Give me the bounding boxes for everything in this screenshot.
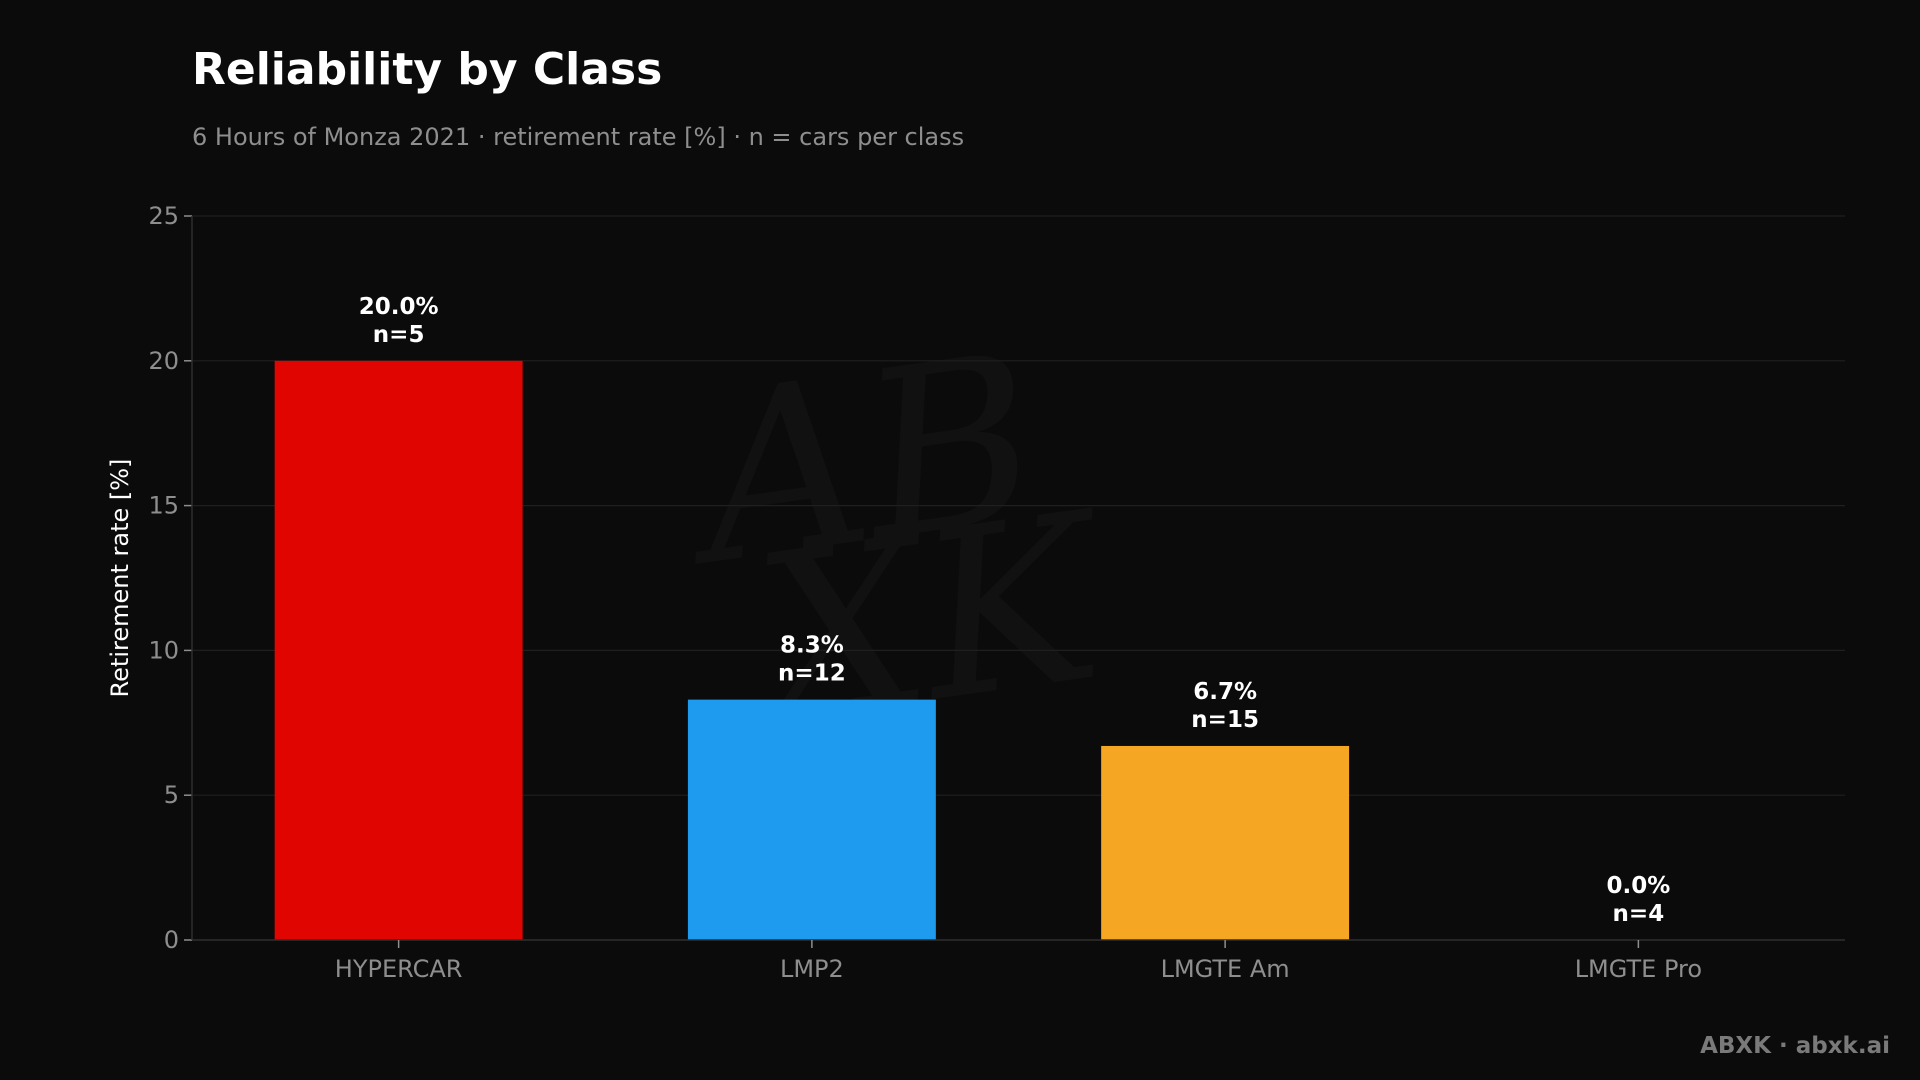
y-tick-label: 0 (164, 926, 179, 954)
y-tick-label: 5 (164, 781, 179, 809)
x-tick-label: LMGTE Pro (1575, 955, 1702, 983)
bar-count-label: n=12 (778, 661, 846, 687)
y-axis-label: Retirement rate [%] (106, 459, 134, 698)
footer-credit: ABXK · abxk.ai (1700, 1033, 1890, 1059)
chart-title: Reliability by Class (192, 44, 662, 95)
bars (274, 360, 1350, 940)
bar-hypercar (274, 360, 523, 940)
bar-value-label: 20.0% (359, 294, 439, 320)
bar-count-label: n=4 (1613, 901, 1665, 927)
x-tick-label: HYPERCAR (335, 955, 463, 983)
axes: 0 5 10 15 20 25 HYPERCAR LMP2 LMGTE Am LMGTE Pro (148, 202, 1845, 983)
bar-count-label: n=15 (1191, 707, 1259, 733)
x-tick-label: LMGTE Am (1161, 955, 1290, 983)
y-tick-label: 20 (148, 347, 179, 375)
bar-value-label: 6.7% (1193, 679, 1257, 705)
bar-lmp2 (687, 699, 936, 940)
y-tick-label: 25 (148, 202, 179, 230)
data-labels: 20.0%n=5 8.3%n=12 6.7%n=15 0.0%n=4 (359, 294, 1671, 927)
x-tick-label: LMP2 (780, 955, 844, 983)
y-tick-label: 10 (148, 636, 179, 664)
watermark-text-top: AB (665, 305, 1052, 619)
bar-count-label: n=5 (373, 322, 425, 348)
y-tick-label: 15 (148, 492, 179, 520)
chart-subtitle: 6 Hours of Monza 2021 · retirement rate … (192, 123, 964, 151)
bar-value-label: 8.3% (780, 633, 844, 659)
bar-lmgte-am (1101, 745, 1350, 940)
watermark-logo: AB XK (665, 305, 1123, 778)
bar-value-label: 0.0% (1606, 873, 1670, 899)
